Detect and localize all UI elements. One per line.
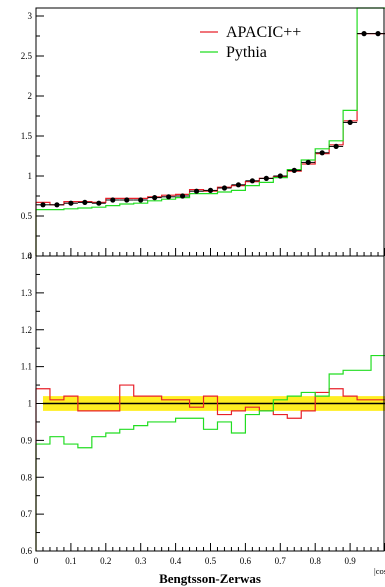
top-ytick-label: 3 [28, 11, 33, 21]
x-tick-label: 0 [34, 556, 39, 566]
legend-label: APACIC++ [226, 24, 301, 41]
data-point [305, 159, 311, 165]
data-point [110, 197, 116, 203]
ratio-panel: 0.60.70.80.911.11.21.31.40 0.1 0.2 0.3 0.4 0.… [21, 251, 385, 566]
top-ytick-label: 2.5 [21, 51, 33, 61]
data-point [361, 30, 367, 37]
top-ytick-label: 0.5 [21, 211, 33, 221]
x-tick-label: 0.3 [135, 556, 147, 566]
x-tick-label: 0.6 [240, 556, 252, 566]
data-point [291, 167, 297, 173]
series-line [35, 384, 385, 551]
data-point [347, 119, 353, 125]
data-point [207, 187, 214, 193]
x-tick-label: 0.2 [100, 556, 111, 566]
data-point [221, 185, 228, 191]
data-point [263, 175, 269, 181]
x-axis-label: |cos(χ_BZ [374, 566, 385, 576]
top-ytick-label: 2 [28, 91, 33, 101]
data-point [179, 193, 186, 199]
data-point [40, 202, 46, 208]
top-ytick-label: 1.5 [21, 131, 33, 141]
bottom-ytick-label: 0.8 [21, 472, 33, 482]
bottom-ytick-label: 1.4 [21, 251, 33, 261]
top-frame [35, 7, 385, 257]
data-point [193, 188, 200, 194]
data-point [375, 30, 381, 37]
bottom-ytick-label: 0.9 [21, 435, 33, 445]
data-point [124, 197, 130, 203]
data-point [235, 182, 242, 188]
series-line [35, 354, 385, 551]
bottom-ytick-label: 1.3 [21, 288, 33, 298]
bottom-ytick-label: 1.2 [21, 325, 32, 335]
data-point [54, 202, 60, 208]
data-point [138, 197, 144, 203]
data-point [319, 150, 325, 156]
x-tick-label: 0.7 [275, 556, 287, 566]
top-ytick-label: 1 [28, 171, 33, 181]
x-tick-label: 0.1 [65, 556, 76, 566]
data-point [249, 178, 255, 184]
series-line [35, 7, 385, 256]
footer-caption: Bengtsson-Zerwas [159, 571, 261, 586]
x-tick-label: 0.4 [170, 556, 182, 566]
bottom-ytick-label: 0.6 [21, 546, 33, 556]
legend: APACIC++ Pythia [200, 24, 301, 61]
data-point [96, 200, 102, 206]
data-point [277, 173, 283, 179]
top-ytick-label: 0 [28, 251, 33, 261]
bottom-ytick-label: 1.1 [21, 362, 32, 372]
data-point [82, 199, 88, 205]
x-tick-label: 0.5 [205, 556, 217, 566]
data-point [166, 194, 172, 200]
legend-label: Pythia [226, 44, 267, 61]
distribution-panel: 0 0.5 1 1.5 2 2.5 3 [21, 7, 385, 261]
x-tick-label: 0.9 [344, 556, 356, 566]
bottom-ytick-label: 0.7 [21, 509, 33, 519]
bottom-ytick-label: 1 [28, 399, 33, 409]
data-point [333, 143, 339, 149]
data-point [68, 200, 74, 206]
series-line [35, 33, 385, 256]
data-point [152, 195, 158, 201]
x-tick-label: 0.8 [310, 556, 322, 566]
